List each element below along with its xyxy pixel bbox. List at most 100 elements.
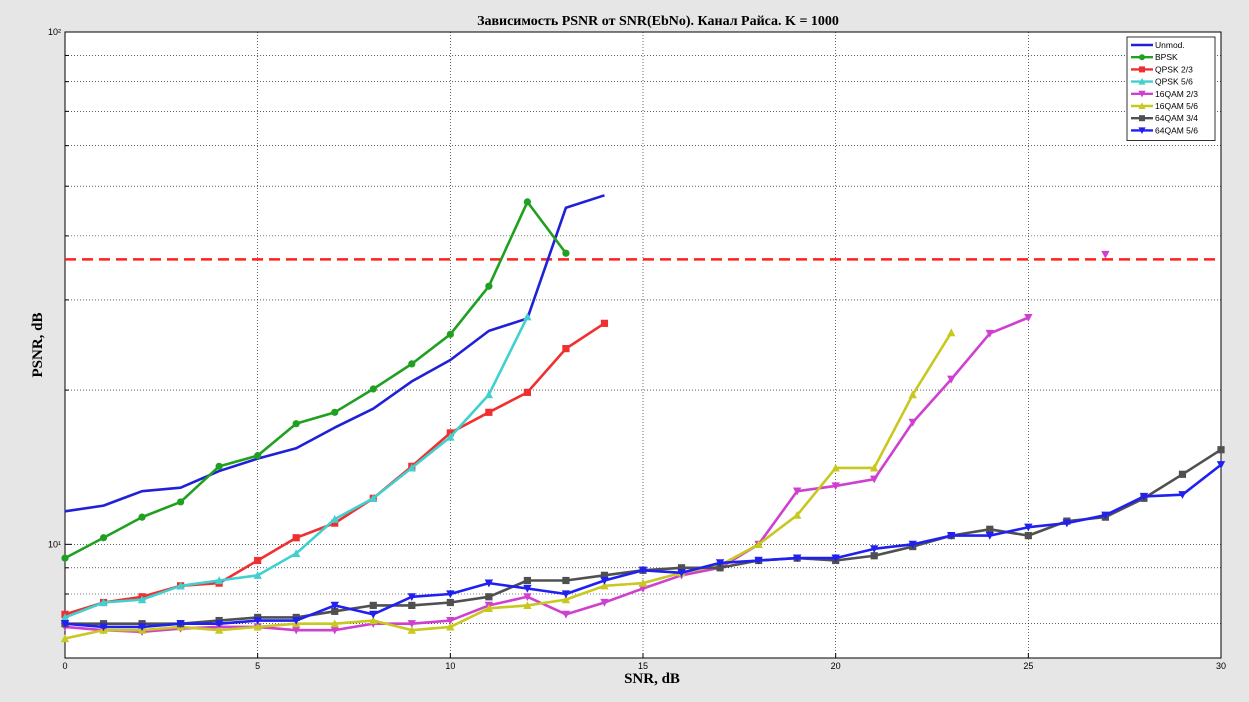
series-line [64,194,605,513]
data-point [254,556,262,565]
data-point [947,328,956,337]
data-point [1024,532,1032,540]
data-point [60,620,70,628]
data-point [1178,491,1187,499]
data-point [215,462,223,470]
series-layer [60,194,1226,643]
grid [65,31,1221,659]
data-point [986,525,994,533]
legend-entry: Unmod. [1131,40,1185,50]
legend-label: 16QAM 5/6 [1155,101,1198,111]
data-point [792,554,802,563]
data-point [523,388,531,396]
data-point [1178,470,1187,478]
legend-entry: 64QAM 3/4 [1131,113,1198,123]
data-point [214,625,224,634]
data-point [792,510,802,519]
data-point [292,626,301,635]
x-tick-label: 5 [255,661,260,671]
data-point [1138,127,1146,134]
legend-entry: 16QAM 2/3 [1131,89,1198,99]
x-axis-label: SNR, dB [624,671,680,687]
data-point [330,626,339,635]
data-point [1101,250,1110,259]
data-point [1138,90,1146,98]
data-point [253,622,262,631]
data-point [484,604,494,612]
x-tick-label: 20 [831,661,841,671]
data-point [831,554,840,563]
data-point [985,532,994,540]
data-point [1139,492,1149,501]
data-point [1138,78,1146,85]
data-point [523,584,532,593]
axis-ticks: 0 5 10 15 20 25 30 10¹ 10² [48,27,1226,671]
data-point [60,613,70,622]
series-bpsk [61,198,570,562]
data-point [1139,54,1145,61]
data-point [1216,461,1226,469]
data-point [870,552,878,560]
data-point [137,623,147,632]
data-point [99,534,108,542]
data-point [446,598,454,607]
data-point [331,408,339,416]
data-point [408,601,416,610]
data-point [562,576,570,585]
data-point [870,475,879,484]
data-point [330,601,339,610]
data-point [369,610,378,619]
data-point [1139,66,1145,73]
data-point [561,595,571,604]
data-point [754,540,763,548]
data-point [253,571,262,579]
data-point [792,487,802,496]
data-point [407,593,416,601]
data-point [331,519,339,527]
data-point [638,584,648,593]
data-point [1062,519,1072,528]
data-point [561,590,571,599]
series-line [64,200,567,560]
series-line [64,316,1029,634]
data-point [292,534,300,542]
data-point [870,545,879,554]
data-point [292,616,301,625]
series-line [64,331,953,640]
legend-entry: BPSK [1131,52,1178,62]
data-point [523,593,532,601]
data-point [214,620,224,628]
data-point [1138,102,1146,109]
data-point [754,556,763,565]
data-point [638,578,648,587]
data-point [407,463,416,472]
data-point [214,576,224,585]
data-point [446,432,455,441]
data-point [1024,523,1033,532]
series-64qam-5-6 [60,461,1226,632]
data-point [446,622,455,631]
legend-entry: QPSK 5/6 [1131,77,1193,87]
data-point [331,607,339,615]
data-point [99,623,108,632]
data-point [1101,511,1110,520]
data-point [176,620,185,628]
series-unmod- [64,194,605,513]
data-point [369,494,378,502]
y-tick-label: 10¹ [48,539,61,549]
data-point [408,360,416,368]
data-point [330,619,339,628]
data-point [562,345,570,353]
y-axis-label: PSNR, dB [30,312,46,377]
data-point [600,598,609,607]
data-point [137,595,147,604]
data-point [407,620,416,628]
data-point [1217,446,1225,454]
data-point [716,564,724,572]
legend-label: 16QAM 2/3 [1155,89,1198,99]
data-point [600,576,609,585]
data-point [523,198,532,206]
data-point [831,463,840,472]
data-point [985,329,994,338]
